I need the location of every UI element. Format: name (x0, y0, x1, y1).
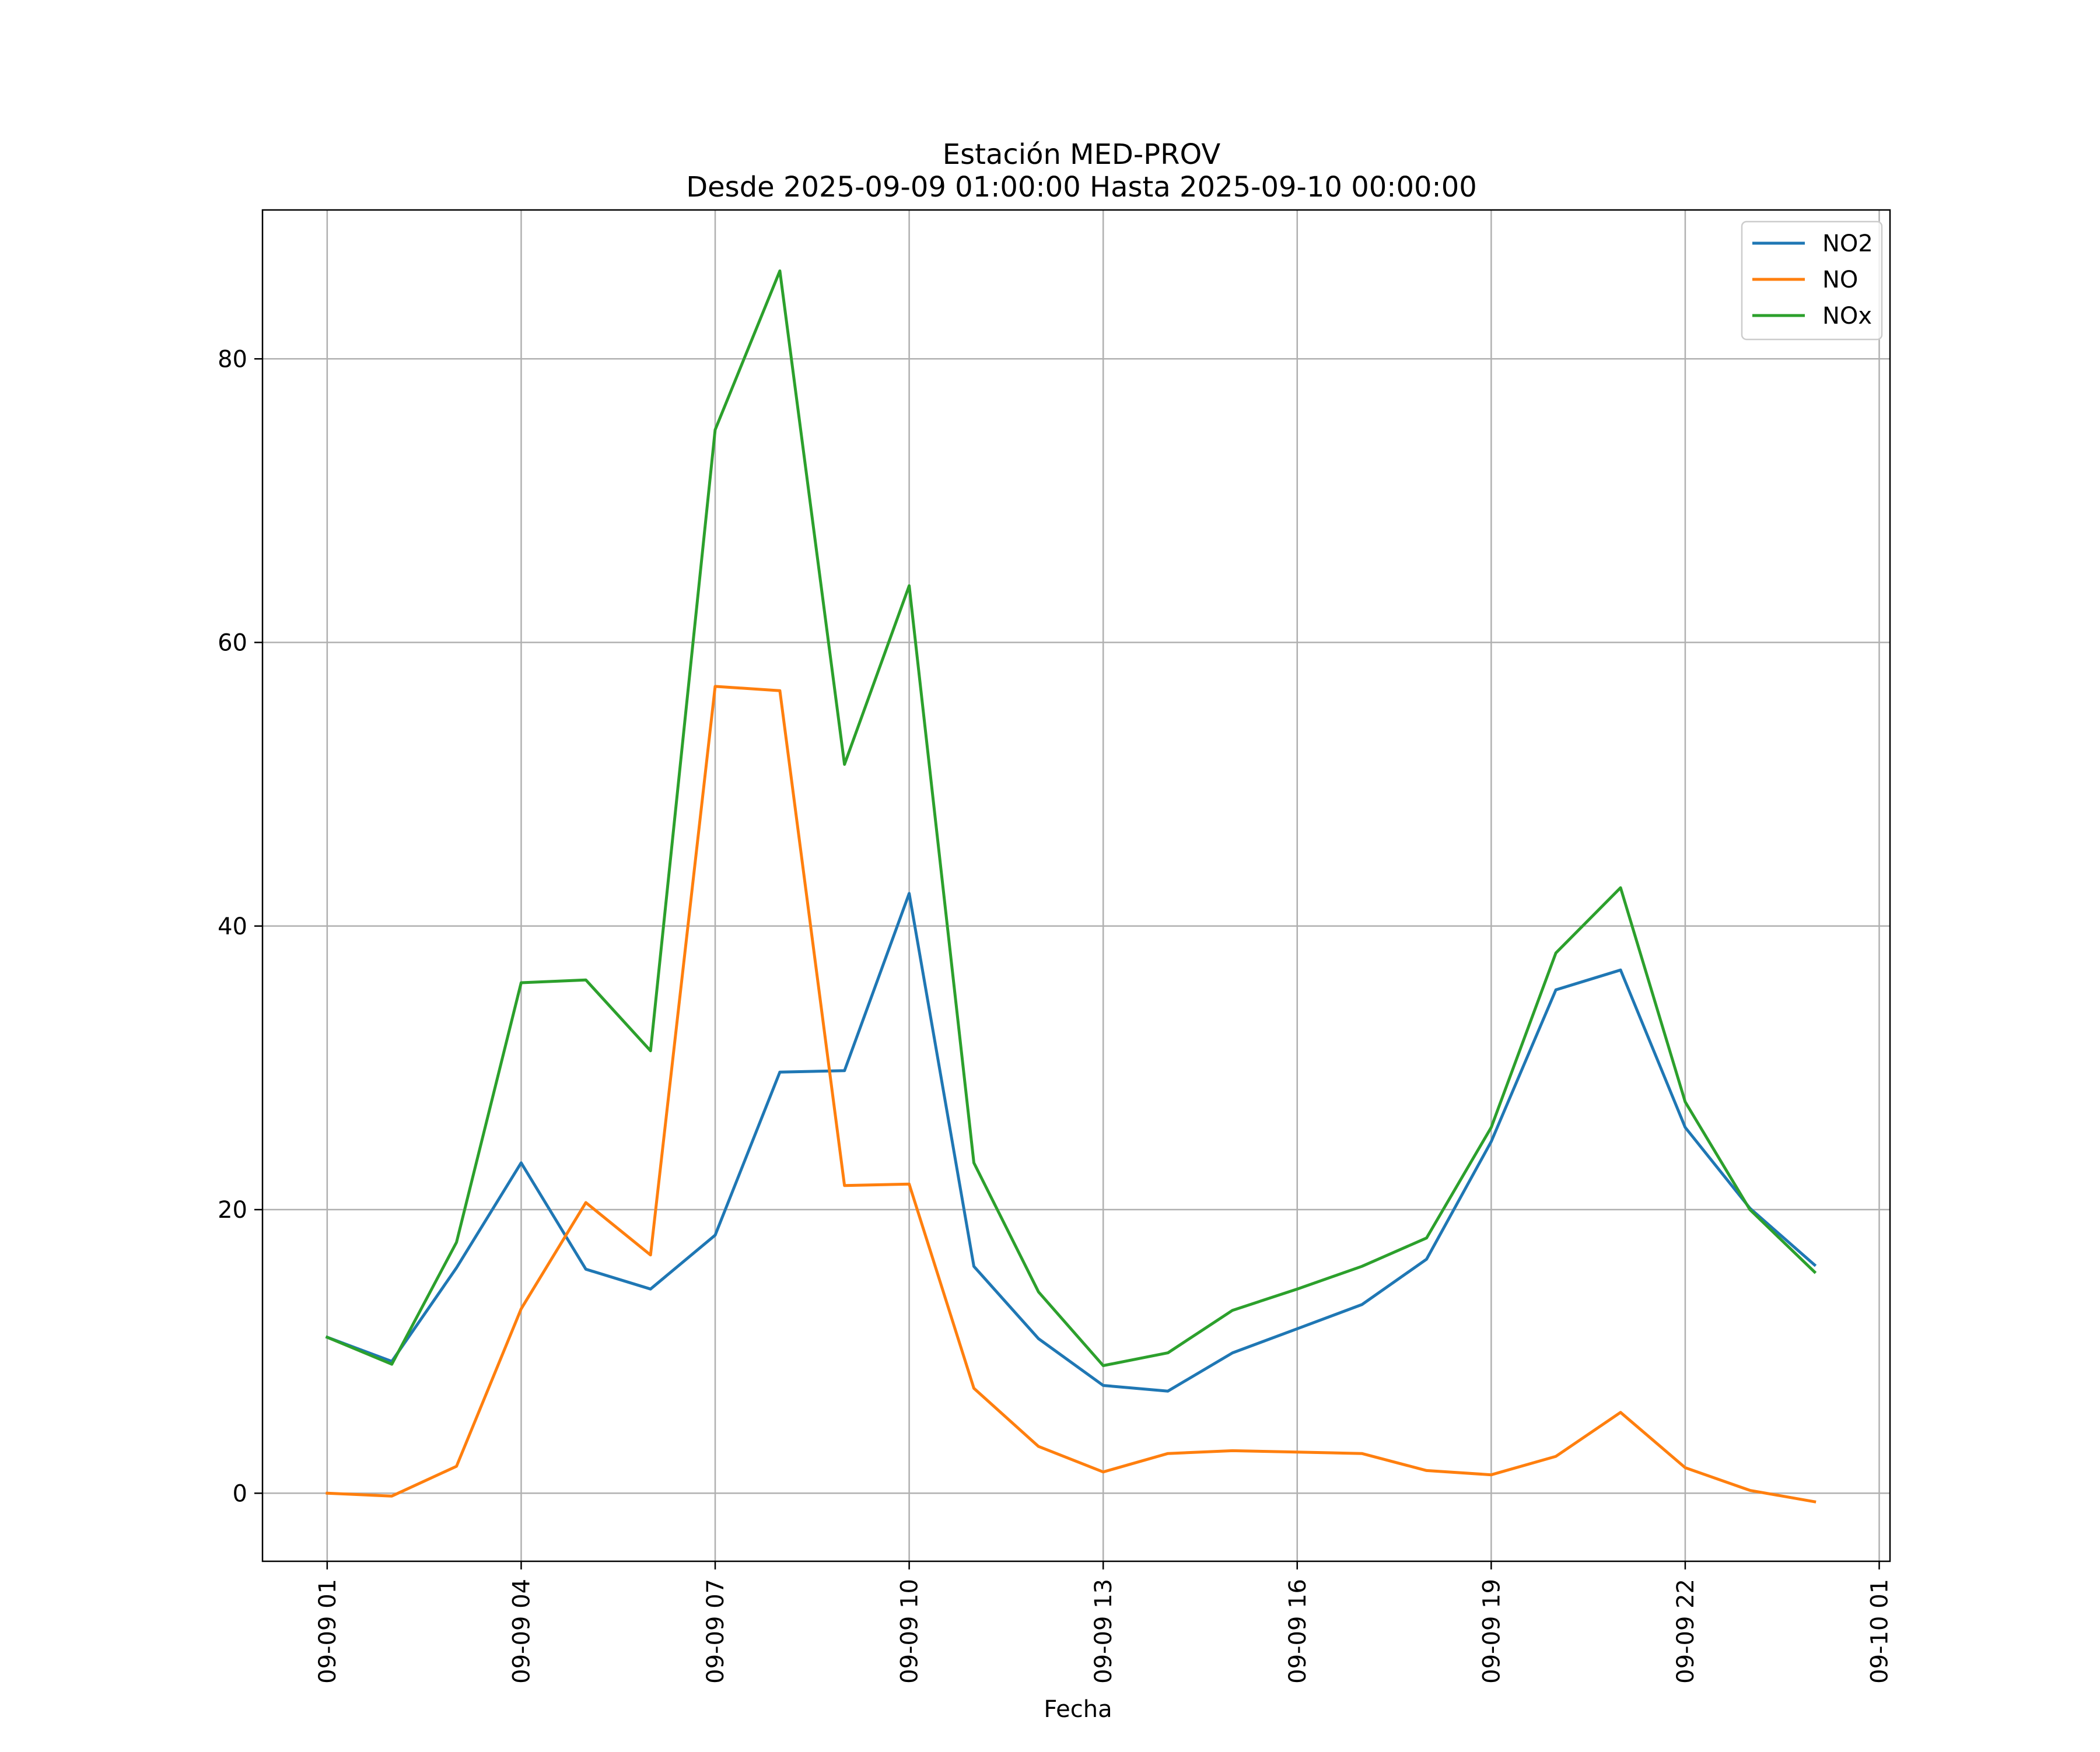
series-lines (325, 269, 1817, 1504)
x-tick-label: 09-10 01 (1867, 1579, 1894, 1684)
plot-frame (261, 209, 1891, 1562)
series-line-nox (325, 269, 1817, 1367)
legend-box (1741, 220, 1883, 341)
y-tick-label: 80 (218, 346, 247, 373)
chart-subtitle: Desde 2025-09-09 01:00:00 Hasta 2025-09-… (686, 171, 1477, 204)
x-axis-ticks: 09-09 01 09-09 04 09-09 07 09-09 10 09-09 13… (314, 1561, 1894, 1684)
legend-label-nox: NOx (1822, 303, 1872, 330)
x-tick-label: 09-09 10 (897, 1579, 923, 1684)
legend-entries: NO2 NO NOx (1752, 230, 1873, 330)
y-tick-label: 40 (218, 913, 247, 940)
y-tick-label: 60 (218, 630, 247, 657)
legend-label-no: NO (1822, 267, 1858, 293)
y-tick-label: 0 (233, 1480, 247, 1507)
x-tick-label: 09-09 07 (702, 1579, 729, 1684)
x-tick-label: 09-09 04 (508, 1579, 535, 1684)
chart-title: Estación MED-PROV (943, 138, 1221, 171)
x-tick-label: 09-09 19 (1478, 1579, 1505, 1684)
x-tick-label: 09-09 13 (1090, 1579, 1117, 1684)
x-tick-label: 09-09 01 (314, 1579, 341, 1684)
x-axis-label: Fecha (1044, 1696, 1112, 1723)
legend-label-no2: NO2 (1822, 230, 1873, 257)
series-line-no2 (325, 892, 1817, 1393)
x-tick-label: 09-09 22 (1672, 1579, 1699, 1684)
x-tick-label: 09-09 16 (1284, 1579, 1311, 1684)
series-line-no (326, 685, 1817, 1504)
y-axis-ticks: 0 20 40 60 80 (218, 346, 262, 1507)
legend: NO2 NO NOx (1741, 220, 1883, 341)
y-tick-label: 20 (218, 1197, 247, 1224)
